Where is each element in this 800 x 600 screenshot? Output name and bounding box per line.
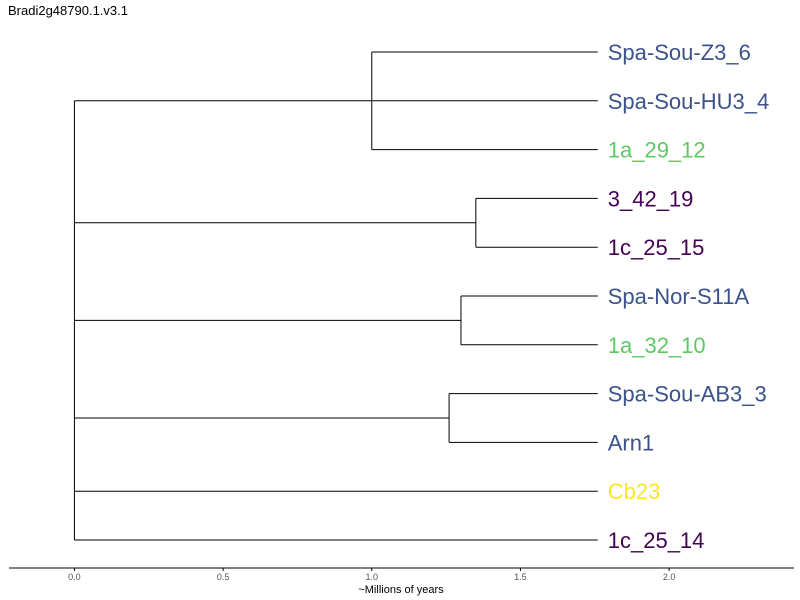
x-axis-label: ~Millions of years xyxy=(358,584,444,596)
x-axis-tick-label: 1.5 xyxy=(514,572,527,582)
x-axis-tick-label: 0.0 xyxy=(68,572,81,582)
tree-branches xyxy=(73,51,598,541)
leaf-label: Arn1 xyxy=(608,430,654,455)
x-axis-tick-label: 1.0 xyxy=(366,572,379,582)
leaf-label: 1c_25_15 xyxy=(608,235,705,260)
leaf-label: Spa-Sou-HU3_4 xyxy=(608,89,769,114)
leaf-label: Cb23 xyxy=(608,479,661,504)
x-axis: 0.0 0.5 1.0 1.5 2.0 xyxy=(9,567,794,582)
leaf-label: Spa-Sou-Z3_6 xyxy=(608,40,751,65)
x-axis-tick-label: 2.0 xyxy=(663,572,676,582)
leaf-label: Spa-Nor-S11A xyxy=(608,284,750,309)
leaf-label: 1a_32_10 xyxy=(608,333,706,358)
leaf-label: 1c_25_14 xyxy=(608,528,705,553)
x-axis-tick-label: 0.5 xyxy=(217,572,230,582)
leaf-label: 1a_29_12 xyxy=(608,138,706,163)
leaf-label: 3_42_19 xyxy=(608,186,694,211)
leaf-label: Spa-Sou-AB3_3 xyxy=(608,382,767,407)
tree-title: Bradi2g48790.1.v3.1 xyxy=(8,3,128,18)
tree-tip-labels: Spa-Sou-Z3_6 Spa-Sou-HU3_4 1a_29_12 3_42_19… xyxy=(608,40,769,553)
